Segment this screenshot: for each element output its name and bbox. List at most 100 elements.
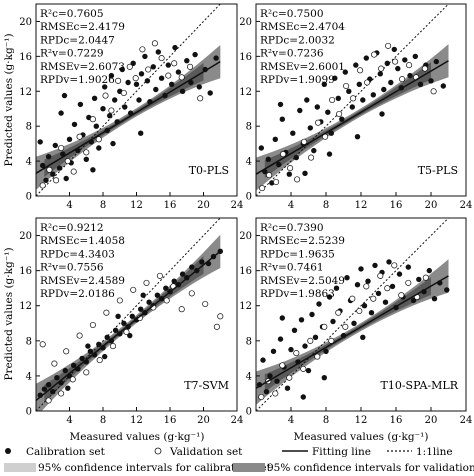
legend-oneone-label: 1:1line [416, 446, 453, 458]
validation-point [314, 353, 321, 360]
calibration-point [102, 353, 108, 360]
calibration-point [379, 111, 385, 117]
validation-point [126, 63, 133, 70]
stat-r-c: R²c=0.9212 [40, 222, 104, 234]
calibration-point [90, 167, 96, 173]
one-to-one-line [36, 218, 221, 411]
validation-point [287, 165, 294, 172]
calibration-point [50, 389, 56, 395]
calibration-point [384, 60, 390, 66]
calibration-point [325, 109, 331, 115]
calibration-point [142, 53, 148, 60]
stat-rmsev: RMSEv=2.5049 [260, 275, 345, 287]
validation-point [422, 274, 429, 281]
calibration-point [267, 373, 273, 379]
stat-rmsec: RMSEc=2.4179 [40, 21, 125, 33]
calibration-point [386, 259, 392, 265]
validation-point [76, 133, 83, 140]
validation-point [178, 306, 185, 313]
calibration-point [91, 95, 98, 102]
validation-point [430, 88, 437, 95]
validation-point [178, 74, 185, 81]
x-tick-label: 4 [288, 200, 294, 211]
calibration-point [71, 362, 77, 369]
y-tick-label: 20 [239, 17, 252, 28]
calibration-point [335, 95, 341, 102]
x-tick-label: 24 [231, 200, 244, 211]
validation-point [307, 337, 314, 344]
calibration-point [370, 92, 376, 98]
validation-point [116, 297, 123, 304]
validation-point [301, 138, 308, 145]
calibration-point [158, 75, 165, 81]
validation-point [197, 95, 204, 102]
validation-point [342, 323, 349, 330]
calibration-point [112, 97, 118, 103]
panel-title: T10-SPA-MLR [381, 379, 459, 392]
y-tick-label: 12 [19, 87, 32, 98]
legend-ci-validation-label: 95% confidence intervals for validation … [267, 462, 474, 474]
calibration-point [395, 65, 401, 72]
calibration-point [50, 171, 56, 177]
x-tick-label: 20 [197, 415, 210, 426]
validation-point [188, 290, 195, 297]
calibration-point [85, 343, 91, 349]
stat-r-v: R²v=0.7556 [40, 262, 104, 274]
y-tick-label: 0 [26, 192, 32, 203]
calibration-point [277, 336, 284, 342]
y-tick-label: 8 [26, 336, 32, 347]
calibration-point [175, 69, 182, 75]
calibration-point [171, 278, 177, 284]
calibration-point [276, 161, 282, 168]
y-tick-label: 0 [26, 407, 32, 418]
stat-rpdv: RPDv=2.0186 [40, 288, 115, 300]
validation-point [130, 286, 137, 293]
validation-point [39, 182, 46, 189]
calibration-point [52, 142, 58, 149]
calibration-point [307, 125, 313, 131]
validation-point [258, 393, 265, 401]
y-tick-label: 20 [19, 231, 32, 242]
calibration-point [389, 283, 396, 290]
calibration-point [58, 110, 64, 116]
calibration-point [129, 313, 135, 319]
validation-point [69, 376, 76, 383]
calibration-point [265, 156, 271, 162]
stat-rmsev: RMSEv=2.6073 [40, 61, 125, 73]
calibration-point [87, 348, 94, 354]
calibration-point [309, 311, 315, 318]
calibration-point [144, 78, 151, 84]
validation-point [391, 262, 398, 269]
x-tick-label: 8 [100, 200, 106, 211]
validation-point [356, 307, 363, 315]
calibration-point [56, 165, 63, 171]
calibration-point [184, 58, 190, 64]
calibration-point [260, 357, 266, 363]
validation-point [350, 95, 357, 102]
x-tick-label: 12 [355, 200, 368, 211]
calibration-point [361, 303, 368, 309]
validation-point [315, 119, 322, 126]
fitting-line [36, 250, 221, 402]
calibration-point [188, 79, 194, 86]
calibration-point [354, 282, 361, 288]
validation-point [108, 107, 115, 114]
x-tick-label: 12 [130, 200, 143, 211]
y-tick-label: 4 [26, 157, 32, 168]
y-tick-label: 0 [246, 407, 252, 418]
validation-point [96, 357, 103, 364]
calibration-point [321, 81, 327, 88]
validation-point [64, 158, 71, 165]
calibration-point [426, 267, 432, 274]
fitting-line [256, 275, 449, 389]
stat-r-v: R²v=0.7229 [40, 48, 104, 60]
y-axis-label-bottom: Predicted values (g·kg⁻¹) [3, 247, 15, 380]
y-axis-label-top: Predicted values (g·kg⁻¹) [3, 33, 15, 166]
validation-point [51, 360, 58, 367]
calibration-point [351, 320, 357, 326]
calibration-point [192, 51, 198, 58]
validation-point [53, 177, 60, 184]
calibration-point [372, 262, 378, 269]
calibration-point [323, 348, 329, 354]
calibration-point [396, 271, 403, 277]
